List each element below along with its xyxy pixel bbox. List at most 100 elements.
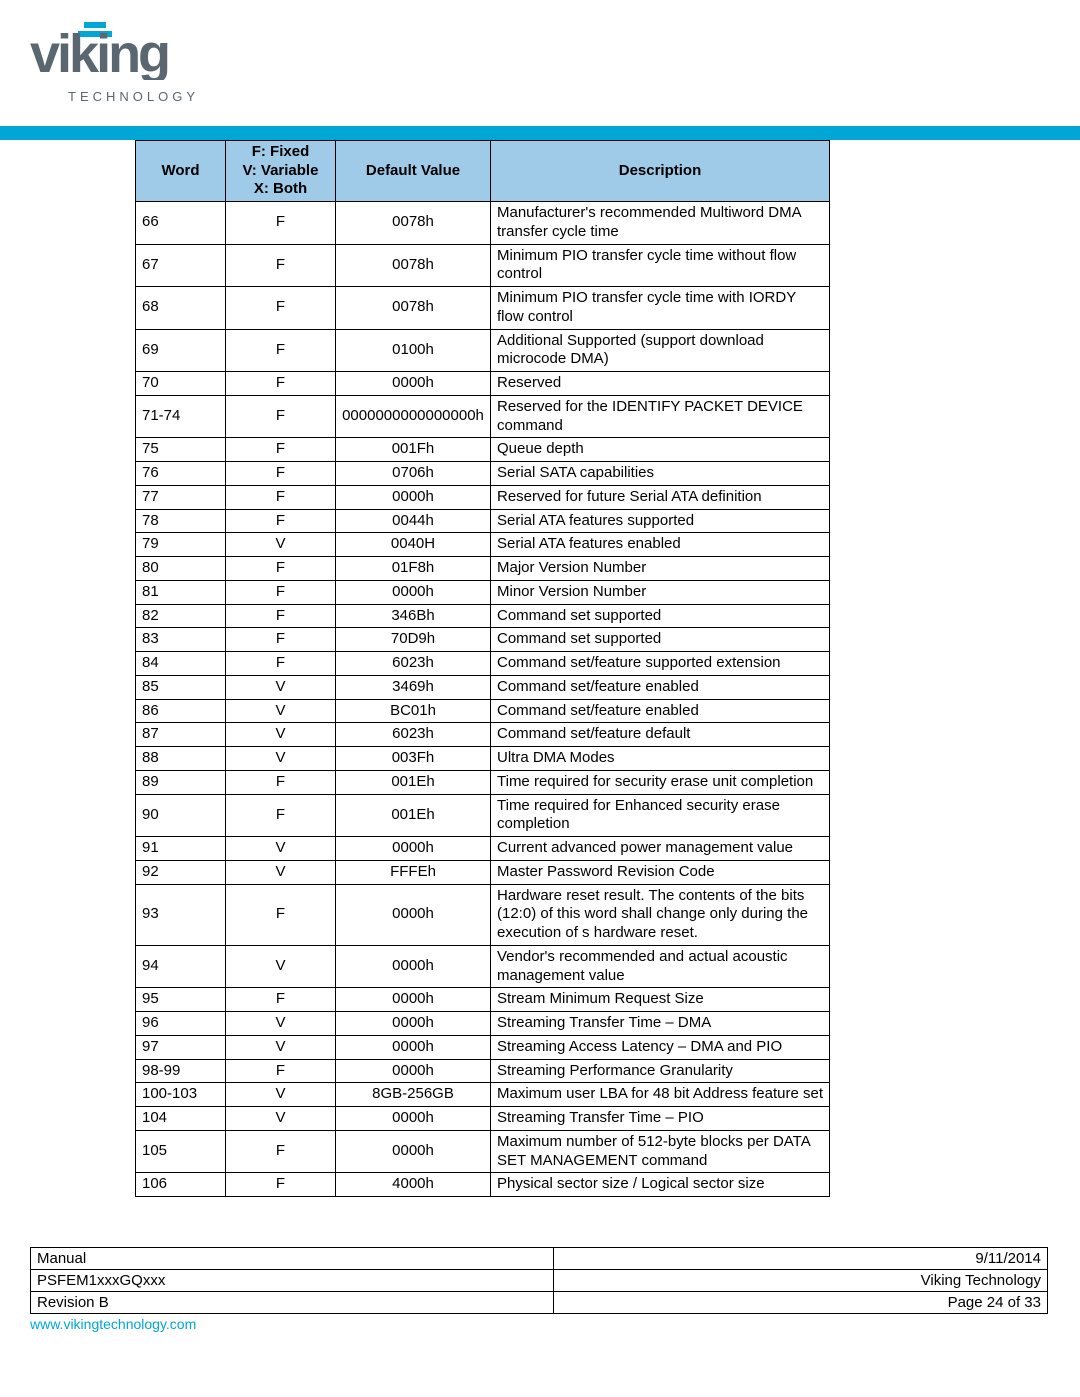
cell-fvx: F: [226, 604, 336, 628]
logo-svg: viking: [30, 20, 230, 80]
cell-word: 75: [136, 438, 226, 462]
cell-desc: Time required for Enhanced security eras…: [491, 794, 830, 837]
table-row: 66F0078hManufacturer's recommended Multi…: [136, 202, 830, 245]
cell-word: 71-74: [136, 395, 226, 438]
cell-default: 0078h: [336, 287, 491, 330]
cell-default: 346Bh: [336, 604, 491, 628]
cell-desc: Queue depth: [491, 438, 830, 462]
cell-word: 91: [136, 837, 226, 861]
cell-desc: Stream Minimum Request Size: [491, 988, 830, 1012]
cell-desc: Hardware reset result. The contents of t…: [491, 884, 830, 945]
footer-cell-right: 9/11/2014: [554, 1248, 1048, 1270]
cell-word: 85: [136, 675, 226, 699]
cell-default: 003Fh: [336, 747, 491, 771]
footer-url: www.vikingtechnology.com: [30, 1316, 1080, 1332]
cell-desc: Command set supported: [491, 604, 830, 628]
table-row: 67F0078hMinimum PIO transfer cycle time …: [136, 244, 830, 287]
cell-word: 68: [136, 287, 226, 330]
cell-default: 0000000000000000h: [336, 395, 491, 438]
cell-desc: Minimum PIO transfer cycle time with IOR…: [491, 287, 830, 330]
cell-default: 0000h: [336, 837, 491, 861]
cell-fvx: F: [226, 580, 336, 604]
cell-default: 0000h: [336, 1035, 491, 1059]
cell-default: 01F8h: [336, 557, 491, 581]
cell-word: 104: [136, 1107, 226, 1131]
cell-default: 3469h: [336, 675, 491, 699]
cell-default: 4000h: [336, 1173, 491, 1197]
cell-word: 67: [136, 244, 226, 287]
table-row: 85V3469hCommand set/feature enabled: [136, 675, 830, 699]
table-row: 94V0000hVendor's recommended and actual …: [136, 945, 830, 988]
cell-desc: Streaming Transfer Time – PIO: [491, 1107, 830, 1131]
cell-fvx: V: [226, 1035, 336, 1059]
footer-row: Revision BPage 24 of 33: [31, 1292, 1048, 1314]
footer-row: Manual9/11/2014: [31, 1248, 1048, 1270]
cell-desc: Command set/feature enabled: [491, 699, 830, 723]
table-row: 97V0000hStreaming Access Latency – DMA a…: [136, 1035, 830, 1059]
cell-desc: Master Password Revision Code: [491, 860, 830, 884]
footer-cell-left: Revision B: [31, 1292, 554, 1314]
cell-default: 8GB-256GB: [336, 1083, 491, 1107]
cell-fvx: V: [226, 1012, 336, 1036]
cell-default: 001Fh: [336, 438, 491, 462]
cell-fvx: V: [226, 860, 336, 884]
table-row: 100-103V8GB-256GBMaximum user LBA for 48…: [136, 1083, 830, 1107]
table-row: 88V003FhUltra DMA Modes: [136, 747, 830, 771]
cell-desc: Additional Supported (support download m…: [491, 329, 830, 372]
cell-fvx: V: [226, 699, 336, 723]
cell-fvx: F: [226, 202, 336, 245]
cell-word: 82: [136, 604, 226, 628]
cell-desc: Serial ATA features supported: [491, 509, 830, 533]
cell-desc: Time required for security erase unit co…: [491, 770, 830, 794]
cell-fvx: V: [226, 837, 336, 861]
cell-fvx: V: [226, 1083, 336, 1107]
cell-fvx: V: [226, 747, 336, 771]
cell-desc: Manufacturer's recommended Multiword DMA…: [491, 202, 830, 245]
cell-fvx: F: [226, 652, 336, 676]
table-row: 76F0706hSerial SATA capabilities: [136, 462, 830, 486]
cell-word: 97: [136, 1035, 226, 1059]
cell-default: 0000h: [336, 945, 491, 988]
table-row: 96V0000hStreaming Transfer Time – DMA: [136, 1012, 830, 1036]
table-row: 69F0100hAdditional Supported (support do…: [136, 329, 830, 372]
cell-fvx: F: [226, 485, 336, 509]
table-row: 75F001FhQueue depth: [136, 438, 830, 462]
cell-default: 0706h: [336, 462, 491, 486]
cell-word: 90: [136, 794, 226, 837]
table-row: 87V6023hCommand set/feature default: [136, 723, 830, 747]
main-content: Word F: Fixed V: Variable X: Both Defaul…: [0, 140, 1080, 1217]
logo: viking TECHNOLOGY: [30, 20, 1050, 104]
cell-word: 83: [136, 628, 226, 652]
cell-fvx: F: [226, 462, 336, 486]
table-row: 68F0078hMinimum PIO transfer cycle time …: [136, 287, 830, 330]
cell-fvx: F: [226, 1130, 336, 1173]
cell-word: 88: [136, 747, 226, 771]
cell-default: 0000h: [336, 988, 491, 1012]
table-row: 89F001EhTime required for security erase…: [136, 770, 830, 794]
header-accent-bar: [0, 126, 1080, 140]
cell-fvx: V: [226, 1107, 336, 1131]
cell-desc: Serial SATA capabilities: [491, 462, 830, 486]
cell-word: 66: [136, 202, 226, 245]
cell-default: 0000h: [336, 372, 491, 396]
page-header: viking TECHNOLOGY: [0, 0, 1080, 114]
cell-word: 79: [136, 533, 226, 557]
cell-word: 105: [136, 1130, 226, 1173]
cell-desc: Reserved for the IDENTIFY PACKET DEVICE …: [491, 395, 830, 438]
cell-word: 84: [136, 652, 226, 676]
cell-fvx: F: [226, 395, 336, 438]
cell-desc: Streaming Transfer Time – DMA: [491, 1012, 830, 1036]
cell-fvx: F: [226, 287, 336, 330]
cell-word: 81: [136, 580, 226, 604]
table-row: 92VFFFEhMaster Password Revision Code: [136, 860, 830, 884]
cell-word: 93: [136, 884, 226, 945]
cell-desc: Reserved for future Serial ATA definitio…: [491, 485, 830, 509]
cell-word: 100-103: [136, 1083, 226, 1107]
cell-default: 0100h: [336, 329, 491, 372]
cell-fvx: F: [226, 509, 336, 533]
table-row: 77F0000hReserved for future Serial ATA d…: [136, 485, 830, 509]
cell-default: 0044h: [336, 509, 491, 533]
cell-default: 0000h: [336, 1012, 491, 1036]
cell-fvx: F: [226, 988, 336, 1012]
cell-fvx: F: [226, 794, 336, 837]
